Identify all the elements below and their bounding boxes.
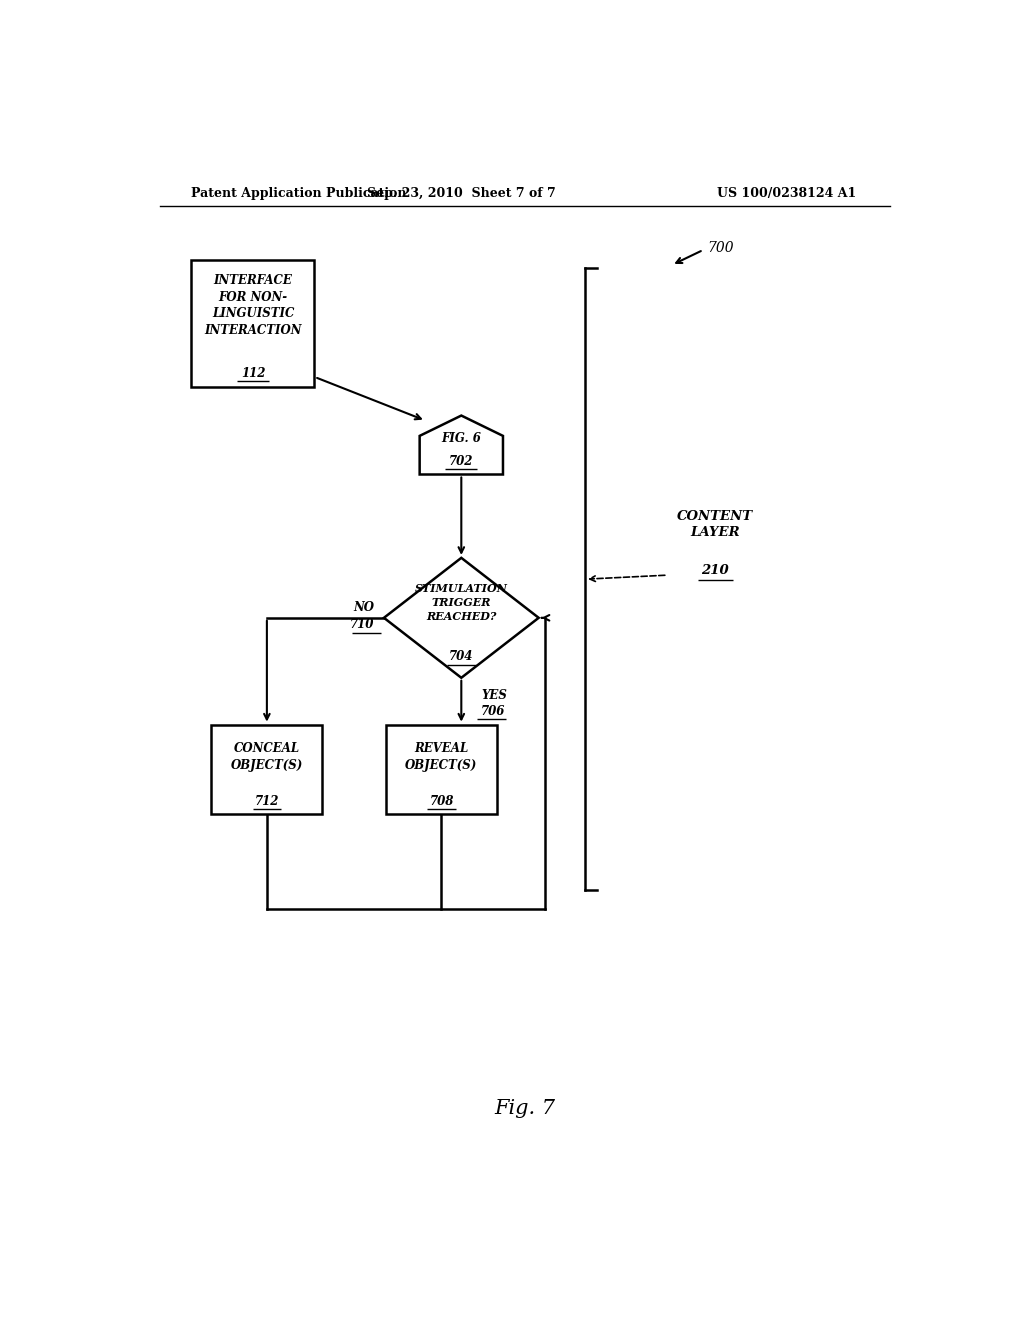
Text: CONTENT
LAYER: CONTENT LAYER (677, 510, 754, 539)
Text: CONCEAL
OBJECT(S): CONCEAL OBJECT(S) (230, 742, 303, 772)
Text: Sep. 23, 2010  Sheet 7 of 7: Sep. 23, 2010 Sheet 7 of 7 (367, 187, 556, 201)
Text: 706: 706 (481, 705, 506, 718)
Text: 700: 700 (708, 240, 734, 255)
FancyBboxPatch shape (211, 725, 323, 814)
Text: 708: 708 (429, 795, 454, 808)
Text: 112: 112 (241, 367, 265, 380)
Polygon shape (384, 558, 539, 677)
Polygon shape (420, 416, 503, 474)
Text: STIMULATION
TRIGGER
REACHED?: STIMULATION TRIGGER REACHED? (415, 583, 508, 622)
Text: 704: 704 (450, 649, 473, 663)
Text: REVEAL
OBJECT(S): REVEAL OBJECT(S) (406, 742, 477, 772)
Text: 702: 702 (450, 455, 473, 467)
Text: Patent Application Publication: Patent Application Publication (191, 187, 407, 201)
Text: US 100/0238124 A1: US 100/0238124 A1 (717, 187, 856, 201)
Text: YES: YES (481, 689, 507, 701)
Text: Fig. 7: Fig. 7 (495, 1100, 555, 1118)
Text: INTERFACE
FOR NON-
LINGUISTIC
INTERACTION: INTERFACE FOR NON- LINGUISTIC INTERACTIO… (204, 275, 302, 337)
Text: 210: 210 (701, 564, 729, 577)
FancyBboxPatch shape (191, 260, 314, 387)
Text: 710: 710 (350, 619, 375, 631)
Text: NO: NO (353, 601, 375, 614)
Text: FIG. 6: FIG. 6 (441, 433, 481, 445)
Text: 712: 712 (255, 795, 280, 808)
FancyBboxPatch shape (386, 725, 497, 814)
